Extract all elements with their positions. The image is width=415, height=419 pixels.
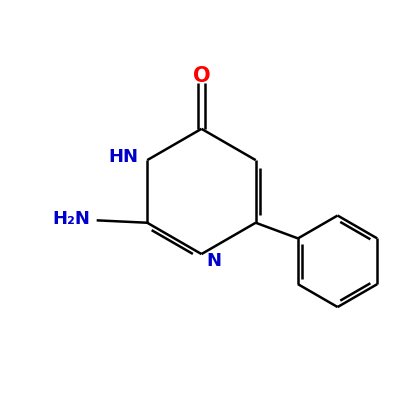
Text: H₂N: H₂N [53, 210, 90, 228]
Text: O: O [193, 67, 210, 86]
Text: HN: HN [109, 147, 139, 166]
Text: N: N [206, 252, 221, 270]
